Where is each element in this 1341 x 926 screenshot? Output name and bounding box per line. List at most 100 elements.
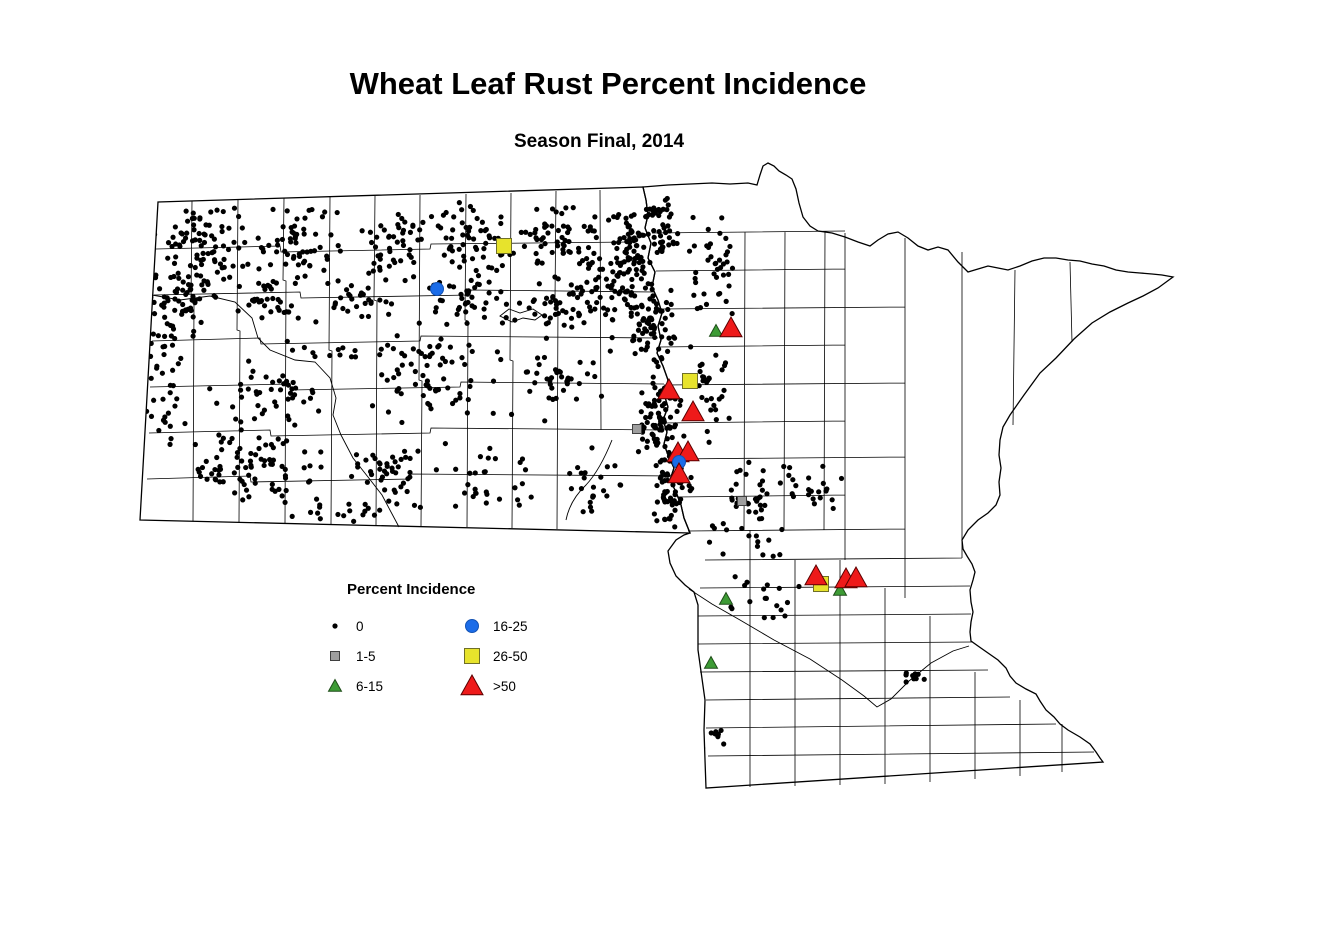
zero-incidence-dot [216, 472, 222, 478]
zero-incidence-dot [746, 509, 752, 515]
zero-incidence-dot [449, 400, 456, 407]
zero-incidence-dot [293, 240, 299, 246]
zero-incidence-dot [468, 277, 474, 284]
zero-incidence-dot [334, 209, 340, 216]
zero-incidence-dot [238, 394, 245, 400]
zero-incidence-dot [621, 296, 628, 302]
incidence-marker-6-15 [718, 591, 734, 605]
zero-incidence-dot [177, 243, 183, 250]
zero-incidence-dot [245, 261, 251, 267]
zero-incidence-dot [258, 456, 264, 462]
zero-incidence-dot [667, 516, 673, 522]
zero-incidence-dot [284, 338, 290, 344]
zero-incidence-dot [703, 301, 710, 307]
zero-incidence-dot [629, 276, 635, 283]
zero-incidence-dot [666, 335, 672, 341]
zero-incidence-dot [302, 273, 308, 279]
zero-incidence-dot [585, 228, 591, 234]
zero-incidence-dot [155, 333, 161, 339]
zero-incidence-dot [651, 511, 657, 517]
zero-incidence-dot [191, 328, 197, 334]
zero-incidence-dot [230, 263, 236, 269]
map-markers-layer [430, 238, 868, 669]
zero-incidence-dot [666, 449, 672, 456]
zero-incidence-dot [609, 335, 615, 341]
zero-incidence-dot [641, 270, 647, 276]
zero-incidence-dot [191, 215, 197, 221]
zero-incidence-dot [661, 401, 668, 407]
zero-incidence-dot [609, 316, 615, 323]
zero-incidence-dot [348, 354, 355, 360]
zero-incidence-dot [390, 257, 397, 263]
zero-incidence-dot [449, 259, 455, 265]
zero-incidence-dot [584, 279, 590, 285]
zero-incidence-dot [657, 208, 663, 215]
zero-incidence-dot [172, 335, 178, 342]
zero-incidence-dot [418, 236, 424, 242]
zero-incidence-dot [655, 410, 662, 416]
zero-incidence-dot [764, 582, 770, 588]
zero-incidence-dot [657, 233, 664, 239]
zero-incidence-dot [214, 454, 220, 461]
zero-incidence-dot [275, 436, 281, 442]
zero-incidence-dot [197, 215, 203, 221]
zero-incidence-dot [386, 311, 392, 317]
zero-incidence-dot [175, 270, 181, 276]
zero-incidence-dot [631, 248, 637, 254]
zero-incidence-dot [426, 353, 433, 360]
zero-incidence-dot [652, 385, 658, 391]
zero-incidence-dot [589, 508, 595, 514]
zero-incidence-dot [148, 375, 154, 381]
zero-incidence-dot [410, 274, 417, 280]
zero-incidence-dot [670, 239, 676, 245]
zero-incidence-dot [378, 223, 384, 229]
zero-incidence-dot [663, 299, 670, 306]
zero-incidence-dot [465, 299, 471, 306]
zero-incidence-dot [211, 293, 217, 299]
zero-incidence-dot [533, 235, 539, 241]
zero-incidence-dot [220, 208, 226, 215]
zero-incidence-dot [492, 456, 498, 462]
zero-incidence-dot [621, 271, 627, 277]
zero-incidence-dot [385, 409, 392, 415]
zero-incidence-dot [604, 493, 610, 499]
zero-incidence-dot [250, 368, 256, 374]
zero-incidence-dot [457, 395, 463, 401]
zero-incidence-dot [581, 223, 587, 229]
zero-incidence-dot [557, 300, 563, 306]
zero-incidence-dot [404, 488, 410, 495]
zero-incidence-dot [725, 271, 732, 277]
zero-incidence-dot [668, 301, 674, 308]
zero-incidence-dot [424, 362, 430, 369]
zero-incidence-dot [286, 416, 292, 423]
zero-incidence-dot [470, 236, 477, 242]
zero-incidence-dot [469, 348, 475, 355]
zero-incidence-dot [713, 417, 719, 423]
zero-incidence-dot [292, 422, 298, 428]
zero-incidence-dot [631, 235, 637, 241]
zero-incidence-dot [567, 249, 573, 255]
zero-incidence-dot [652, 439, 659, 445]
zero-incidence-dot [628, 304, 634, 311]
zero-incidence-dot [151, 231, 158, 238]
chart-title: Wheat Leaf Rust Percent Incidence [349, 66, 867, 101]
zero-incidence-dot [566, 291, 573, 297]
zero-incidence-dot [593, 234, 599, 241]
zero-incidence-dot [585, 244, 592, 251]
zero-incidence-dot [256, 266, 262, 272]
zero-incidence-dot [459, 295, 465, 302]
zero-incidence-dot [289, 347, 296, 353]
zero-incidence-dot [481, 314, 488, 320]
zero-incidence-dot [237, 445, 243, 452]
zero-incidence-dot [584, 299, 590, 305]
zero-incidence-dot [335, 278, 341, 284]
zero-incidence-dot [201, 231, 207, 237]
zero-incidence-dot [254, 391, 260, 397]
zero-incidence-dot [796, 583, 802, 590]
zero-incidence-dot [514, 497, 521, 503]
zero-incidence-dot [167, 390, 173, 396]
zero-incidence-dot [587, 262, 593, 268]
zero-incidence-dot [592, 214, 598, 220]
legend-columns: 0 1-5 6-15 16-25 26-50 >50 [322, 610, 592, 700]
zero-incidence-dot [300, 260, 307, 266]
